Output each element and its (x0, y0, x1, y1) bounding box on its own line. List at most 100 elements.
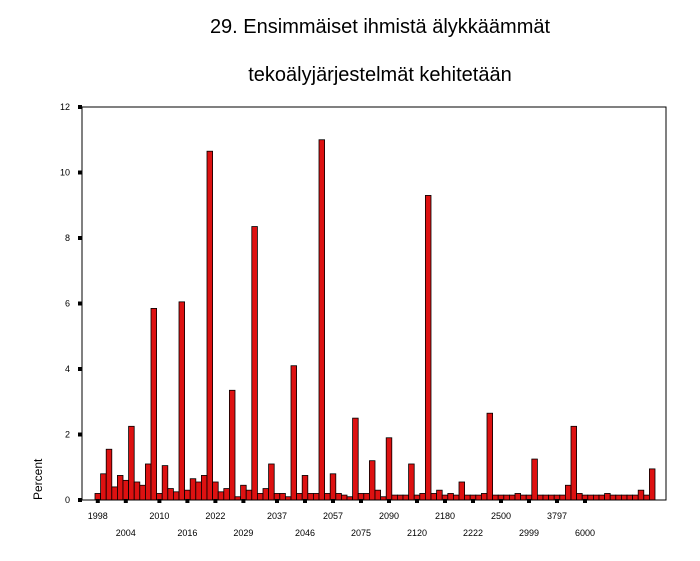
bar (503, 494, 510, 501)
bar (486, 412, 493, 501)
bar (256, 493, 264, 501)
bar (480, 493, 488, 501)
y-tick-mark (78, 301, 82, 306)
x-tick-mark (157, 499, 162, 503)
x-tick-mark (359, 499, 363, 503)
x-tick-label: 2090 (379, 511, 399, 521)
bar (268, 463, 275, 501)
bar (565, 484, 572, 501)
bar (492, 494, 499, 501)
bar (212, 481, 219, 501)
bar (520, 494, 527, 501)
x-tick-label: 2022 (205, 511, 225, 521)
y-tick-label: 12 (60, 102, 70, 112)
bar (396, 494, 404, 501)
bar (279, 493, 286, 501)
bar (452, 494, 460, 501)
bar (559, 494, 566, 501)
x-tick-mark (443, 499, 447, 503)
y-tick-label: 0 (65, 495, 70, 505)
bar (200, 475, 208, 501)
bar (464, 494, 471, 501)
bar (189, 478, 197, 501)
bar (542, 494, 549, 501)
y-tick-mark (78, 498, 82, 502)
bar (643, 494, 650, 501)
bar (514, 493, 521, 501)
bar (301, 475, 309, 501)
bar (615, 494, 622, 501)
bar (318, 139, 325, 501)
x-tick-label: 2016 (177, 528, 197, 538)
bar (576, 493, 583, 501)
x-tick-label: 2999 (519, 528, 539, 538)
bar (122, 479, 129, 501)
bar (385, 437, 393, 501)
bar (537, 494, 544, 501)
x-tick-mark (499, 499, 503, 503)
bar (133, 481, 141, 501)
x-tick-mark (527, 499, 531, 503)
bar (290, 365, 297, 501)
bar (139, 484, 146, 501)
bar (436, 489, 443, 501)
bar (340, 494, 348, 501)
bar (548, 494, 555, 501)
bar (111, 486, 118, 501)
y-tick-label: 6 (65, 299, 70, 309)
y-tick-label: 2 (65, 430, 70, 440)
y-tick-mark (78, 105, 82, 109)
x-tick-label: 2029 (233, 528, 253, 538)
x-tick-label: 2500 (491, 511, 511, 521)
bar (178, 301, 185, 501)
x-tick-label: 6000 (575, 528, 595, 538)
bar (621, 494, 628, 501)
x-tick-label: 2046 (295, 528, 315, 538)
bar (475, 494, 482, 501)
bar (128, 425, 135, 501)
bar (419, 493, 426, 501)
bar (307, 493, 314, 501)
bars-group (94, 139, 656, 501)
y-axis-label: Percent (31, 458, 45, 500)
x-tick-mark (303, 499, 307, 503)
x-tick-mark (241, 499, 246, 503)
bar (223, 488, 230, 501)
y-tick-label: 4 (65, 364, 70, 374)
bar (391, 494, 398, 501)
chart-title-line-1: 29. Ensimmäiset ihmistä älykkäämmät (209, 16, 551, 38)
y-tick-label: 10 (60, 168, 70, 178)
bar (167, 488, 174, 501)
bar (296, 493, 303, 501)
bar (217, 491, 225, 501)
bar (598, 494, 605, 501)
y-tick-mark (78, 432, 82, 437)
bar (609, 494, 617, 501)
bar (105, 448, 113, 501)
x-tick-mark (123, 499, 128, 503)
bar (570, 425, 577, 501)
bar (352, 417, 359, 501)
bar (150, 308, 157, 501)
bar (100, 473, 107, 501)
bar (508, 494, 516, 501)
x-tick-mark (275, 499, 279, 503)
x-tick-label: 1998 (88, 511, 108, 521)
x-tick-mark (387, 499, 391, 503)
bar (447, 493, 454, 501)
y-axis: 0 2 4 6 8 10 12 (60, 102, 82, 505)
x-tick-label: 2180 (435, 511, 455, 521)
bar (408, 463, 415, 501)
y-tick-label: 8 (65, 233, 70, 243)
x-tick-label: 2004 (116, 528, 136, 538)
plot-frame (81, 106, 667, 501)
bar (626, 494, 633, 501)
bar (637, 489, 645, 501)
bar (632, 494, 639, 501)
bar (228, 389, 236, 501)
bar (649, 468, 656, 501)
bar (240, 484, 247, 501)
x-tick-mark (555, 499, 559, 503)
bar (335, 493, 342, 501)
